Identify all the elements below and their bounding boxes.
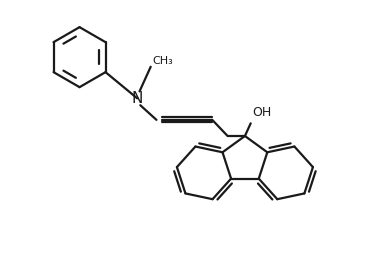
Text: N: N [132,91,143,106]
Text: CH₃: CH₃ [152,56,173,66]
Text: OH: OH [252,106,272,119]
